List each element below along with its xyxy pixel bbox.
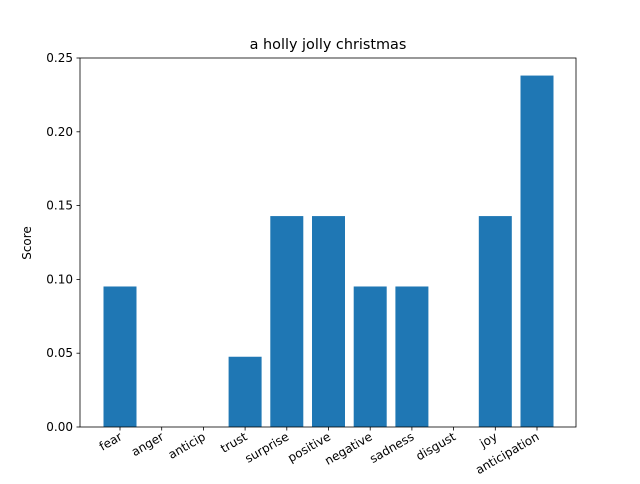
- x-tick-label-negative: negative: [322, 429, 374, 467]
- bar-negative: [353, 286, 387, 427]
- y-ticks-group: 0.00 0.05 0.10 0.15 0.20 0.25: [46, 51, 80, 434]
- x-ticks-group: fear anger anticip trustsurprisepositiveneg…: [97, 427, 542, 477]
- x-tick-label-surprise: surprise: [242, 429, 291, 465]
- y-tick-label: 0.10: [46, 272, 73, 286]
- y-tick-label: 0.15: [46, 199, 73, 213]
- x-tick-label-disgust: disgust: [414, 429, 459, 463]
- bar-surprise: [270, 216, 304, 427]
- chart-title: a holly jolly christmas: [250, 37, 407, 53]
- bar-positive: [312, 216, 345, 427]
- x-tick-label-anger: anger: [129, 429, 166, 459]
- plot-frame: [79, 57, 577, 428]
- y-tick-label: 0.00: [46, 420, 73, 434]
- y-axis-label: Score: [20, 226, 34, 260]
- x-tick-label-fear: fear: [97, 429, 125, 453]
- bar-joy: [478, 216, 512, 427]
- x-tick-label-sadness: sadness: [367, 429, 416, 465]
- y-tick-label: 0.05: [46, 346, 73, 360]
- bar-anticipation: [520, 75, 554, 428]
- x-tick-label-anticip: anticip: [166, 429, 208, 461]
- bar-trust: [228, 356, 262, 427]
- bars-group: [103, 75, 554, 428]
- bar-fear: [103, 286, 137, 427]
- x-tick-label-joy: joy: [477, 429, 500, 451]
- bar-sadness: [395, 286, 429, 427]
- y-tick-label: 0.20: [46, 125, 73, 139]
- y-tick-label: 0.25: [46, 51, 73, 65]
